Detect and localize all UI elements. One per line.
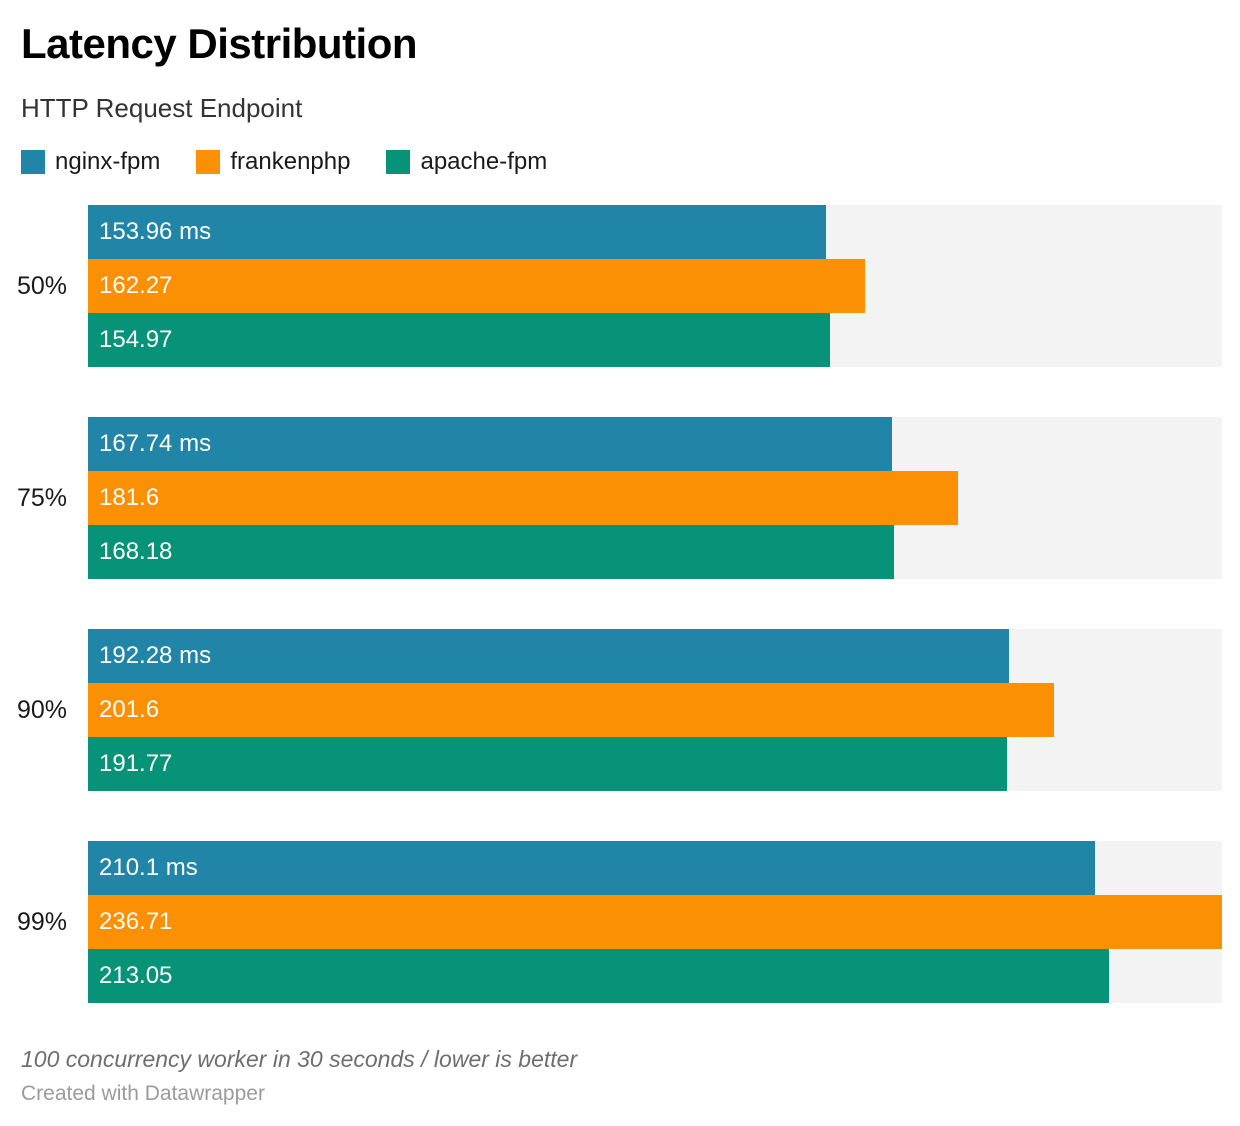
bar-value-label: 181.6	[99, 484, 160, 511]
bar-value-label: 236.71	[99, 908, 173, 935]
bar-track: 167.74 ms 181.6 168.18	[88, 417, 1222, 579]
bar-frankenphp-90%[interactable]: 201.6	[88, 683, 1054, 737]
bar-value-label: 167.74 ms	[99, 430, 212, 457]
bar-nginx-fpm-50%[interactable]: 153.96 ms	[88, 205, 826, 259]
chart-subtitle: HTTP Request Endpoint	[21, 93, 303, 123]
bar-nginx-fpm-99%[interactable]: 210.1 ms	[88, 841, 1095, 895]
bar-apache-fpm-50%[interactable]: 154.97	[88, 313, 831, 367]
legend-item-frankenphp: frankenphp	[196, 150, 350, 174]
bar-row-nginx-fpm: 210.1 ms	[88, 841, 1222, 895]
bar-group-90%: 90% 192.28 ms 201.6 191.77	[16, 629, 1222, 791]
bar-row-apache-fpm: 154.97	[88, 313, 1222, 367]
legend-label: apache-fpm	[420, 148, 548, 175]
chart-title: Latency Distribution	[21, 20, 418, 67]
bar-nginx-fpm-90%[interactable]: 192.28 ms	[88, 629, 1010, 683]
category-label: 99%	[16, 907, 67, 936]
bar-row-frankenphp: 162.27	[88, 259, 1222, 313]
bar-value-label: 201.6	[99, 696, 160, 723]
bar-nginx-fpm-75%[interactable]: 167.74 ms	[88, 417, 892, 471]
bar-row-apache-fpm: 191.77	[88, 737, 1222, 791]
legend-swatch-frankenphp	[196, 150, 221, 174]
legend-label: nginx-fpm	[55, 148, 161, 175]
legend-label: frankenphp	[230, 148, 351, 175]
legend: nginx-fpm frankenphp apache-fpm	[21, 150, 1222, 174]
legend-swatch-nginx-fpm	[21, 150, 45, 174]
bar-row-nginx-fpm: 192.28 ms	[88, 629, 1222, 683]
bar-row-frankenphp: 201.6	[88, 683, 1222, 737]
legend-item-apache-fpm: apache-fpm	[386, 150, 547, 174]
bar-track: 210.1 ms 236.71 213.05	[88, 841, 1222, 1003]
bar-value-label: 213.05	[99, 962, 173, 989]
bar-frankenphp-75%[interactable]: 181.6	[88, 471, 958, 525]
bar-value-label: 154.97	[99, 326, 173, 353]
bar-frankenphp-50%[interactable]: 162.27	[88, 259, 866, 313]
bar-row-apache-fpm: 168.18	[88, 525, 1222, 579]
bar-group-50%: 50% 153.96 ms 162.27 154.97	[16, 205, 1222, 367]
footer-note: 100 concurrency worker in 30 seconds / l…	[21, 1046, 578, 1072]
category-label: 90%	[16, 695, 67, 724]
bar-row-apache-fpm: 213.05	[88, 949, 1222, 1003]
bar-row-nginx-fpm: 167.74 ms	[88, 417, 1222, 471]
bar-value-label: 168.18	[99, 538, 173, 565]
bar-row-frankenphp: 236.71	[88, 895, 1222, 949]
bar-value-label: 192.28 ms	[99, 642, 212, 669]
bar-chart: 50% 153.96 ms 162.27 154.97 75% 167.74 ms 181.…	[16, 205, 1222, 1003]
bar-apache-fpm-90%[interactable]: 191.77	[88, 737, 1007, 791]
legend-item-nginx-fpm: nginx-fpm	[21, 150, 160, 174]
bar-group-75%: 75% 167.74 ms 181.6 168.18	[16, 417, 1222, 579]
bar-row-nginx-fpm: 153.96 ms	[88, 205, 1222, 259]
bar-row-frankenphp: 181.6	[88, 471, 1222, 525]
bar-apache-fpm-75%[interactable]: 168.18	[88, 525, 894, 579]
bar-value-label: 210.1 ms	[99, 854, 198, 881]
bar-track: 153.96 ms 162.27 154.97	[88, 205, 1222, 367]
bar-frankenphp-99%[interactable]: 236.71	[88, 895, 1222, 949]
datawrapper-credit[interactable]: Created with Datawrapper	[21, 1082, 265, 1105]
bar-value-label: 153.96 ms	[99, 218, 212, 245]
category-label: 75%	[16, 483, 67, 512]
category-label: 50%	[16, 271, 67, 300]
bar-apache-fpm-99%[interactable]: 213.05	[88, 949, 1109, 1003]
bar-value-label: 162.27	[99, 272, 173, 299]
bar-group-99%: 99% 210.1 ms 236.71 213.05	[16, 841, 1222, 1003]
legend-swatch-apache-fpm	[386, 150, 411, 174]
bar-track: 192.28 ms 201.6 191.77	[88, 629, 1222, 791]
bar-value-label: 191.77	[99, 750, 173, 777]
